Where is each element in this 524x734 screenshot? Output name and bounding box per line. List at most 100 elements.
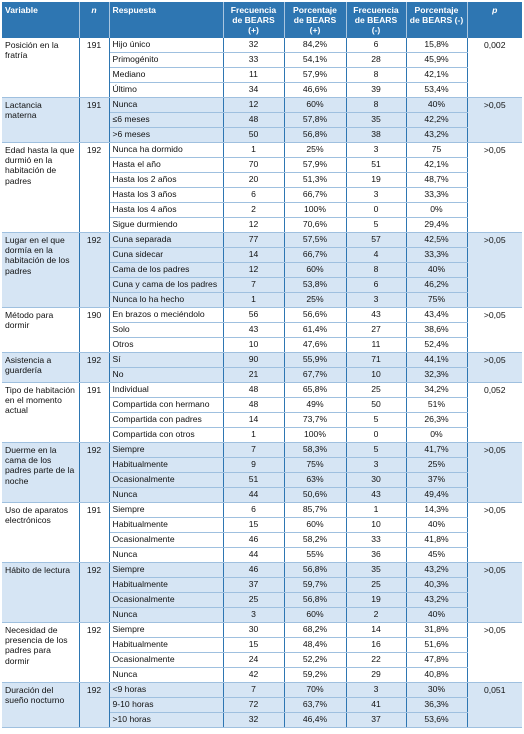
respuesta-cell: Ocasionalmente xyxy=(109,592,224,608)
freq-pos-cell: 72 xyxy=(223,697,285,713)
freq-pos-cell: 1 xyxy=(223,427,285,443)
p-value-cell: >0,05 xyxy=(467,307,522,353)
freq-neg-cell: 71 xyxy=(346,352,407,368)
table-row: Duerme en la cama de los padres parte de… xyxy=(2,442,522,503)
table-row: Método para dormir 190 En brazos o meciénd… xyxy=(2,307,522,353)
freq-pos-cell: 15 xyxy=(223,517,285,533)
pct-pos-cell: 59,2% xyxy=(284,667,347,683)
table-row: Solo 43 61,4% 27 38,6% xyxy=(2,322,522,338)
freq-pos-cell: 9 xyxy=(223,457,285,473)
table-row: Último 34 46,6% 39 53,4% xyxy=(2,82,522,98)
pct-pos-cell: 85,7% xyxy=(284,502,347,518)
table-row: Asistencia a guardería 192 Sí 90 55,9% 71 44,1… xyxy=(2,352,522,383)
variable-cell: Edad hasta la que durmió en la habitació… xyxy=(2,142,80,233)
variable-cell: Duerme en la cama de los padres parte de… xyxy=(2,442,80,503)
variable-cell: Duración del sueño nocturno xyxy=(2,682,80,728)
freq-neg-cell: 25 xyxy=(346,382,407,398)
variable-cell: Lactancia materna xyxy=(2,97,80,143)
variable-cell: Tipo de habitación en el momento actual xyxy=(2,382,80,443)
respuesta-cell: Hasta el año xyxy=(109,157,224,173)
pct-neg-cell: 47,8% xyxy=(406,652,468,668)
pct-neg-cell: 33,3% xyxy=(406,247,468,263)
pct-pos-cell: 84,2% xyxy=(284,38,347,53)
freq-neg-cell: 35 xyxy=(346,112,407,128)
header-variable: Variable xyxy=(2,2,80,38)
pct-neg-cell: 41,8% xyxy=(406,532,468,548)
table-row: Ocasionalmente 46 58,2% 33 41,8% xyxy=(2,532,522,548)
respuesta-cell: Nunca xyxy=(109,547,224,563)
freq-neg-cell: 30 xyxy=(346,472,407,488)
pct-pos-cell: 57,5% xyxy=(284,232,347,248)
freq-pos-cell: 33 xyxy=(223,52,285,68)
pct-pos-cell: 25% xyxy=(284,292,347,308)
table-row: Edad hasta la que durmió en la habitació… xyxy=(2,142,522,233)
p-value-cell: 0,051 xyxy=(467,682,522,728)
respuesta-cell: Hasta los 2 años xyxy=(109,172,224,188)
pct-pos-cell: 46,4% xyxy=(284,712,347,728)
pct-pos-cell: 57,8% xyxy=(284,112,347,128)
table-row: Uso de aparatos electrónicos 191 Siempre 6 8… xyxy=(2,502,522,563)
pct-neg-cell: 29,4% xyxy=(406,217,468,233)
pct-pos-cell: 61,4% xyxy=(284,322,347,338)
freq-pos-cell: 56 xyxy=(223,307,285,323)
freq-neg-cell: 0 xyxy=(346,202,407,218)
freq-neg-cell: 51 xyxy=(346,157,407,173)
pct-neg-cell: 44,1% xyxy=(406,352,468,368)
table-row: Habitualmente 15 48,4% 16 51,6% xyxy=(2,637,522,653)
pct-neg-cell: 14,3% xyxy=(406,502,468,518)
pct-pos-cell: 100% xyxy=(284,202,347,218)
freq-pos-cell: 14 xyxy=(223,247,285,263)
pct-neg-cell: 43,2% xyxy=(406,127,468,143)
freq-neg-cell: 6 xyxy=(346,277,407,293)
respuesta-cell: Nunca xyxy=(109,607,224,623)
respuesta-cell: Habitualmente xyxy=(109,577,224,593)
header-freq-pos: Frecuencia de BEARS (+) xyxy=(223,2,285,38)
freq-neg-cell: 39 xyxy=(346,82,407,98)
respuesta-cell: Siempre xyxy=(109,622,224,638)
respuesta-cell: Cama de los padres xyxy=(109,262,224,278)
freq-neg-cell: 5 xyxy=(346,442,407,458)
pct-pos-cell: 25% xyxy=(284,142,347,158)
pct-pos-cell: 55,9% xyxy=(284,352,347,368)
table-row: Necesidad de presencia de los padres par… xyxy=(2,622,522,683)
pct-pos-cell: 48,4% xyxy=(284,637,347,653)
freq-pos-cell: 7 xyxy=(223,442,285,458)
n-cell: 192 xyxy=(79,442,110,503)
pct-neg-cell: 0% xyxy=(406,427,468,443)
pct-neg-cell: 51% xyxy=(406,397,468,413)
pct-neg-cell: 40% xyxy=(406,517,468,533)
n-cell: 191 xyxy=(79,97,110,143)
table-row: Hasta los 3 años 6 66,7% 3 33,3% xyxy=(2,187,522,203)
freq-neg-cell: 1 xyxy=(346,502,407,518)
respuesta-cell: Solo xyxy=(109,322,224,338)
respuesta-cell: Cuna separada xyxy=(109,232,224,248)
freq-pos-cell: 48 xyxy=(223,382,285,398)
table-row: Compartida con hermano 48 49% 50 51% xyxy=(2,397,522,413)
pct-neg-cell: 40,8% xyxy=(406,667,468,683)
respuesta-cell: Primogénito xyxy=(109,52,224,68)
pct-neg-cell: 40% xyxy=(406,262,468,278)
pct-neg-cell: 40,3% xyxy=(406,577,468,593)
freq-neg-cell: 25 xyxy=(346,577,407,593)
respuesta-cell: Nunca xyxy=(109,487,224,503)
pct-pos-cell: 67,7% xyxy=(284,367,347,383)
pct-pos-cell: 57,9% xyxy=(284,67,347,83)
respuesta-cell: ≤6 meses xyxy=(109,112,224,128)
table-row: Cuna y cama de los padres 7 53,8% 6 46,2% xyxy=(2,277,522,293)
table-row: Hasta los 4 años 2 100% 0 0% xyxy=(2,202,522,218)
pct-pos-cell: 46,6% xyxy=(284,82,347,98)
pct-pos-cell: 56,8% xyxy=(284,562,347,578)
pct-neg-cell: 53,6% xyxy=(406,712,468,728)
freq-pos-cell: 43 xyxy=(223,322,285,338)
pct-pos-cell: 58,3% xyxy=(284,442,347,458)
variable-cell: Uso de aparatos electrónicos xyxy=(2,502,80,563)
pct-pos-cell: 56,8% xyxy=(284,127,347,143)
table-row: Habitualmente 37 59,7% 25 40,3% xyxy=(2,577,522,593)
pct-pos-cell: 49% xyxy=(284,397,347,413)
header-pct-neg: Porcentaje de BEARS (-) xyxy=(406,2,468,38)
freq-neg-cell: 22 xyxy=(346,652,407,668)
pct-neg-cell: 43,4% xyxy=(406,307,468,323)
pct-pos-cell: 100% xyxy=(284,427,347,443)
p-value-cell: 0,002 xyxy=(467,38,522,98)
respuesta-cell: 9-10 horas xyxy=(109,697,224,713)
